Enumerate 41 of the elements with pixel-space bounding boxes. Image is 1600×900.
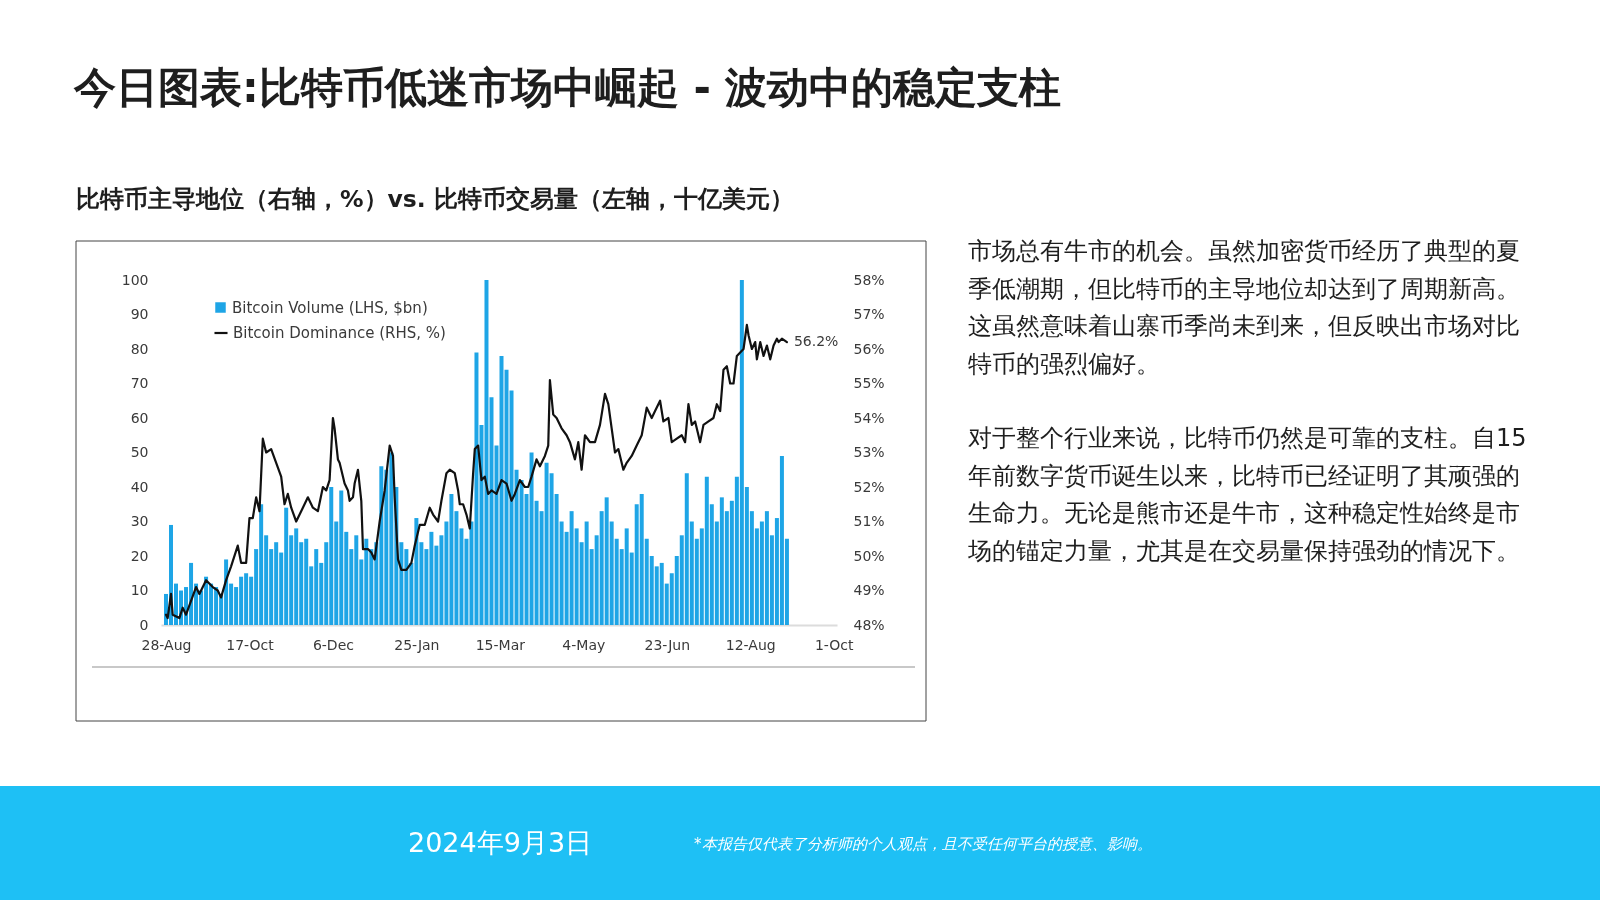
y-tick-label: 10 [130, 582, 149, 598]
x-tick-label: 28-Aug [141, 636, 192, 653]
y2-tick-label: 52% [853, 478, 885, 495]
y2-tick-label: 58% [853, 271, 885, 288]
text: 2024年9月3日 [408, 827, 593, 858]
y-tick-label: 20 [130, 547, 149, 564]
y-tick-label: 30 [130, 513, 149, 529]
x-tick-label: 1-Oct [814, 636, 854, 653]
y2-tick-label: 48% [853, 616, 885, 633]
line-series [164, 323, 789, 620]
y-tick-label: 0 [139, 616, 149, 633]
legend-label: Bitcoin Volume (LHS, $bn) [232, 298, 428, 317]
y-tick-label: 50 [130, 444, 149, 460]
y-tick-label: 70 [130, 375, 149, 391]
y2-tick-label: 51% [853, 513, 885, 529]
y2-tick-label: 56% [853, 340, 885, 357]
text: 市场总有牛市的机会。虽然加密货币经历了典型的夏季低潮期，但比特币的主导地位却达到了周期新高。这虽然意味着山寨币季尚未到来，但反映出市场对比特币的强烈偏好。 [968, 237, 1520, 378]
text: *本报告仅代表了分析师的个人观点，且不受任何平台的授意、影响。 [694, 835, 1152, 853]
x-tick-label: 4-May [562, 636, 606, 653]
x-tick-label: 15-Mar [475, 636, 526, 653]
text: 对于整个行业来说，比特币仍然是可靠的支柱。自15年前数字货币诞生以来，比特币已经证明了其顽强的生命力。无论是熊市还是牛市，这种稳定性始终是市场的锚定力量，尤其是在交易量保持强劲的情况下。 [967, 424, 1527, 565]
x-tick-label: 12-Aug [725, 636, 776, 653]
x-tick-label: 6-Dec [312, 636, 354, 653]
legend-label: Bitcoin Dominance (RHS, %) [233, 324, 446, 342]
y-tick-label: 60 [130, 409, 149, 426]
y-tick-label: 100 [121, 271, 149, 288]
y-tick-label: 40 [130, 478, 149, 495]
y2-tick-label: 57% [853, 306, 885, 322]
y2-tick-label: 50% [853, 547, 885, 564]
y2-tick-label: 49% [853, 582, 885, 598]
y2-tick-label: 55% [853, 375, 885, 391]
y-tick-label: 80 [130, 340, 149, 357]
y-tick-label: 90 [130, 306, 149, 322]
x-tick-label: 23-Jun [644, 636, 691, 653]
chart-title: 今日图表:比特币低迷市场中崛起 - 波动中的稳定支柱 [73, 63, 1062, 112]
chart-subtitle: 比特币主导地位（右轴，%）vs. 比特币交易量（左轴，十亿美元） [76, 185, 794, 213]
data-label: 56.2% [793, 333, 839, 350]
x-tick-label: 17-Oct [226, 636, 275, 653]
y2-tick-label: 54% [853, 409, 885, 426]
x-tick-label: 25-Jan [394, 636, 440, 653]
y2-tick-label: 53% [853, 444, 885, 460]
